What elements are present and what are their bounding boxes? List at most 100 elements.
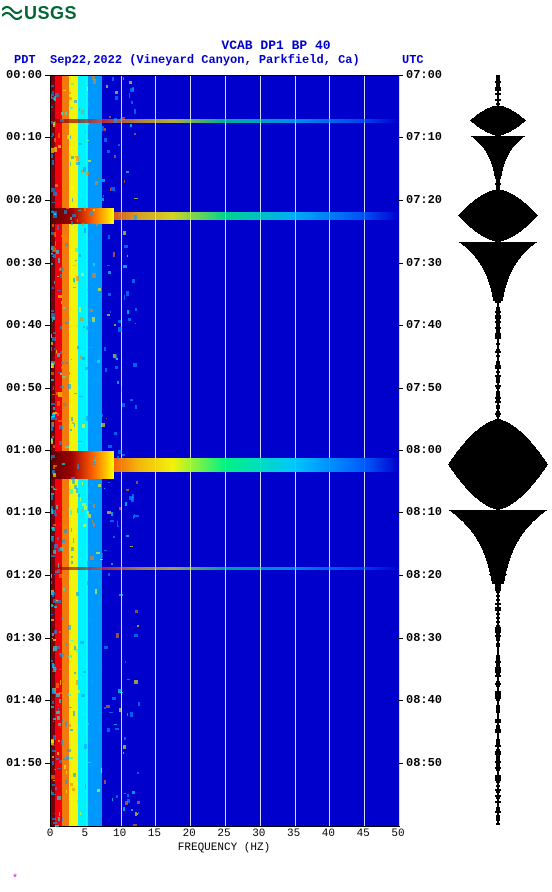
noise-pixel: [57, 705, 59, 707]
noise-pixel: [65, 362, 68, 364]
noise-pixel: [51, 342, 52, 344]
noise-pixel: [70, 783, 73, 787]
noise-pixel: [134, 198, 138, 200]
noise-pixel: [71, 83, 74, 85]
noise-pixel: [117, 526, 119, 527]
noise-pixel: [90, 235, 93, 240]
noise-pixel: [100, 335, 102, 338]
noise-pixel: [134, 215, 137, 220]
seismogram-trace: [448, 75, 548, 825]
noise-pixel: [56, 505, 58, 509]
noise-pixel: [130, 712, 133, 716]
noise-pixel: [68, 625, 71, 630]
noise-pixel: [130, 399, 133, 401]
noise-pixel: [116, 795, 119, 798]
noise-pixel: [51, 211, 54, 213]
noise-pixel: [83, 656, 84, 660]
noise-pixel: [64, 237, 67, 238]
noise-pixel: [58, 295, 62, 298]
noise-pixel: [84, 207, 86, 211]
noise-pixel: [108, 235, 110, 239]
noise-pixel: [106, 418, 107, 419]
noise-pixel: [63, 307, 67, 309]
noise-pixel: [70, 729, 73, 731]
noise-pixel: [108, 445, 112, 448]
noise-pixel: [72, 480, 75, 485]
noise-pixel: [55, 241, 56, 245]
noise-pixel: [134, 109, 136, 114]
noise-pixel: [84, 228, 86, 232]
noise-pixel: [71, 547, 75, 551]
event-band: [51, 119, 399, 123]
noise-pixel: [51, 379, 54, 381]
noise-pixel: [70, 640, 74, 641]
noise-pixel: [76, 162, 79, 166]
noise-pixel: [123, 231, 125, 235]
noise-pixel: [107, 511, 110, 514]
noise-pixel: [64, 529, 67, 533]
noise-pixel: [104, 138, 107, 142]
noise-pixel: [96, 354, 99, 355]
noise-pixel: [127, 255, 128, 257]
noise-pixel: [65, 112, 67, 115]
noise-pixel: [122, 454, 125, 456]
noise-pixel: [55, 93, 59, 97]
noise-pixel: [70, 136, 71, 139]
noise-pixel: [117, 381, 119, 383]
seismo-burst: [493, 508, 503, 509]
noise-pixel: [97, 360, 100, 363]
seismo-burst: [492, 240, 503, 241]
noise-pixel: [118, 450, 122, 454]
noise-pixel: [70, 107, 73, 109]
noise-pixel: [70, 145, 72, 146]
noise-pixel: [54, 769, 56, 770]
noise-pixel: [66, 204, 70, 209]
noise-pixel: [54, 489, 57, 490]
noise-pixel: [70, 217, 72, 220]
noise-pixel: [82, 482, 83, 485]
noise-pixel: [137, 772, 139, 774]
noise-pixel: [117, 456, 119, 460]
noise-pixel: [121, 117, 125, 119]
noise-pixel: [63, 90, 67, 91]
noise-pixel: [85, 372, 86, 376]
noise-pixel: [52, 784, 55, 786]
noise-pixel: [73, 538, 74, 542]
noise-pixel: [80, 193, 83, 197]
noise-pixel: [66, 591, 69, 593]
noise-pixel: [100, 414, 103, 416]
noise-pixel: [53, 822, 56, 824]
noise-pixel: [62, 539, 65, 543]
noise-pixel: [60, 386, 64, 388]
noise-pixel: [61, 617, 62, 619]
noise-pixel: [111, 563, 113, 565]
noise-pixel: [88, 514, 90, 518]
noise-pixel: [59, 760, 62, 763]
noise-pixel: [81, 110, 85, 115]
noise-pixel: [69, 757, 73, 760]
y-tick-left: 01:50: [6, 756, 42, 770]
noise-pixel: [91, 156, 93, 158]
noise-pixel: [137, 625, 139, 627]
noise-pixel: [70, 162, 71, 166]
noise-pixel: [74, 485, 77, 488]
noise-pixel: [124, 180, 126, 183]
noise-pixel: [127, 794, 129, 797]
noise-pixel: [60, 373, 63, 376]
noise-pixel: [126, 171, 129, 173]
noise-pixel: [101, 423, 105, 427]
event-core: [51, 208, 114, 224]
noise-pixel: [71, 156, 74, 160]
usgs-logo-text: USGS: [24, 3, 77, 24]
noise-pixel: [100, 559, 103, 560]
noise-pixel: [52, 224, 54, 227]
noise-pixel: [126, 291, 129, 296]
noise-pixel: [82, 357, 86, 360]
tick-mark: [398, 512, 403, 513]
seismo-coda: [493, 300, 503, 301]
noise-pixel: [55, 571, 58, 573]
x-axis-label: FREQUENCY (HZ): [50, 842, 398, 854]
y-tick-left: 01:20: [6, 568, 42, 582]
usgs-logo: USGS: [2, 2, 77, 24]
noise-pixel: [71, 359, 72, 360]
